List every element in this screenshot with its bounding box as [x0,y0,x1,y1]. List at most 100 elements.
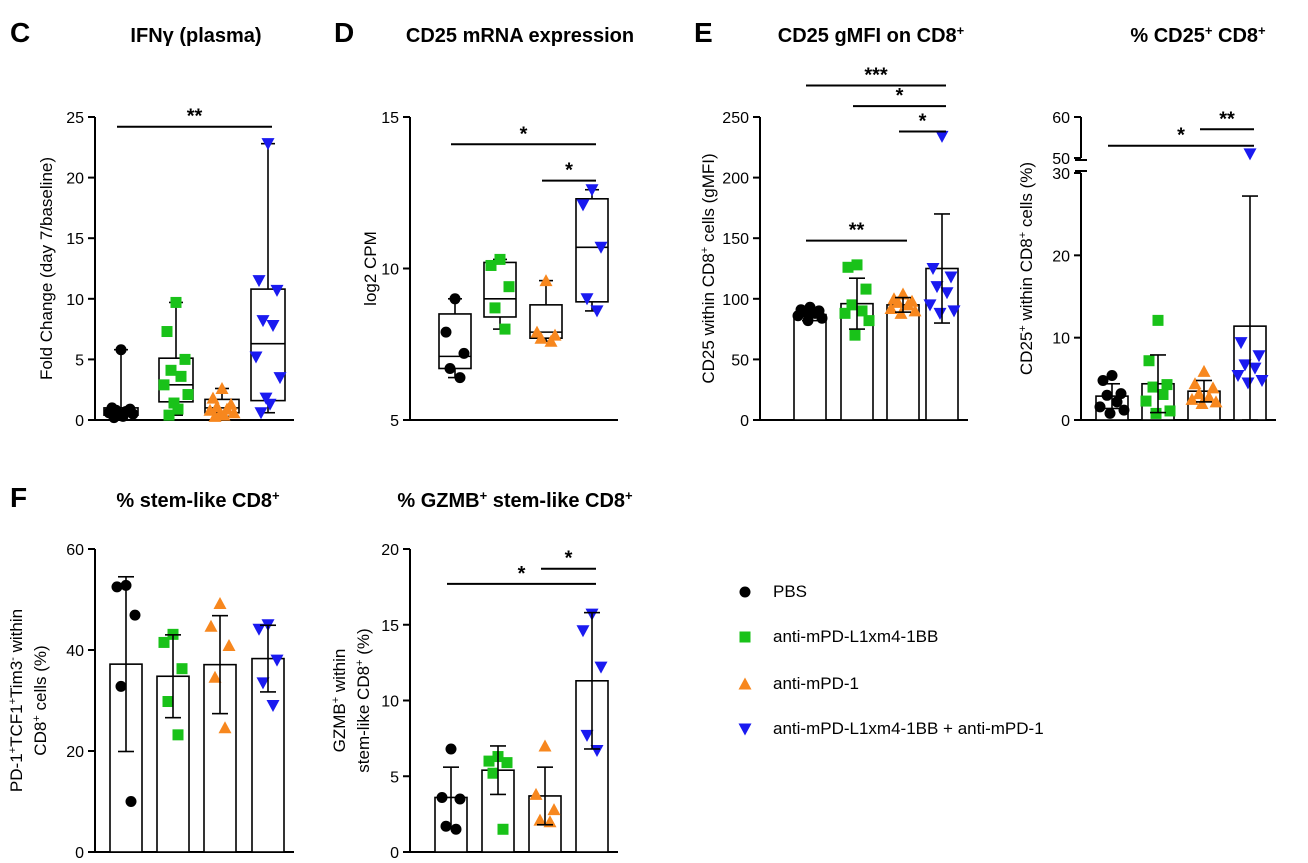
group-0 [109,575,143,853]
group-1 [481,745,515,853]
group-0 [434,743,468,853]
y-tick-label: 15 [66,231,84,248]
data-point [436,791,448,803]
data-point [846,299,858,311]
y-tick-label: 200 [722,171,749,188]
text-part: GZMB [330,703,349,752]
data-point [449,293,461,305]
panel-label: E [694,17,713,48]
group-2 [884,287,922,421]
significance-stars: * [520,123,528,145]
y-tick-label: 250 [722,110,749,127]
data-point [1094,401,1106,413]
group-2 [1185,364,1223,421]
y-tick-label: 150 [722,231,749,248]
y-tick-label: 50 [1052,151,1070,168]
data-point [168,397,180,409]
panel-title: % stem-like CD8+ [116,488,280,513]
data-point [215,381,229,394]
data-point [273,372,287,385]
text-part: (%) [354,628,373,659]
superscript: + [957,23,965,38]
bar [793,313,827,421]
data-point [849,329,861,341]
data-point [172,403,184,415]
data-point [497,823,509,835]
significance-bracket: * [853,85,946,108]
y-tick-label: 20 [381,542,399,559]
superscript: + [480,488,488,503]
legend-marker [738,723,752,736]
data-point [163,409,175,421]
data-point [923,299,937,312]
data-point [129,609,141,621]
data-point [1209,395,1223,408]
data-point [218,721,232,734]
data-point [127,408,139,420]
superscript: + [354,659,366,665]
significance-stars: *** [864,64,888,86]
y-tick-label: 20 [1052,248,1070,265]
data-point [454,793,466,805]
box [575,198,609,303]
data-point [580,293,594,306]
y-tick-label: 5 [390,769,399,786]
box [529,304,563,339]
data-point [266,319,280,332]
superscript: + [1205,23,1213,38]
data-point [1104,407,1116,419]
superscript: + [272,488,280,503]
text-part: CD25 within CD8 [699,253,718,383]
y-axis-label: CD25+ within CD8+ cells (%) [1017,162,1036,375]
legend: PBS anti-mPD-L1xm4-1BB anti-mPD-1 anti-mPD-… [738,582,1044,738]
axis-break [1075,159,1087,172]
text-part: stem-like CD8 [487,490,625,512]
data-point [947,305,961,318]
panel-label: D [334,17,354,48]
text-part: CD25 [1017,332,1036,375]
data-point [940,287,954,300]
data-point [1255,374,1269,387]
legend-marker [739,631,751,643]
data-point [863,315,875,327]
data-point [252,275,266,288]
data-point [270,284,284,297]
data-point [1118,404,1130,416]
data-point [544,334,558,347]
data-point [1106,370,1118,382]
y-tick-label: 15 [381,110,399,127]
data-point [440,326,452,338]
data-point [538,739,552,752]
data-point [1152,314,1164,326]
text-part: Tim3 [7,661,26,698]
panel-label: C [10,17,30,48]
box [438,313,472,370]
data-point [179,353,191,365]
text-part: CD8 [1212,25,1258,47]
data-point [585,184,599,197]
significance-bracket: * [1108,125,1254,147]
data-point [494,253,506,265]
data-point [901,298,915,311]
group-2 [203,381,241,422]
data-point [580,729,594,742]
text-part: % CD25 [1130,25,1204,47]
y-tick-label: 60 [66,542,84,559]
group-2 [529,274,563,347]
data-point [499,323,511,335]
significance-stars: * [919,111,927,133]
significance-stars: * [896,85,904,107]
data-point [161,326,173,338]
data-point [162,696,174,708]
legend-label: anti-mPD-L1xm4-1BB + anti-mPD-1 [773,719,1044,738]
data-point [1252,350,1266,363]
y-axis-label-line2: stem-like CD8+ (%) [354,628,373,772]
data-point [935,130,949,143]
data-point [254,407,268,420]
text-part: CD25 gMFI on CD8 [778,25,957,47]
y-tick-label: 0 [740,413,749,430]
y-axis: 0 5 10 15 20 25 [66,110,294,430]
data-point [263,398,277,411]
data-point [249,351,263,364]
